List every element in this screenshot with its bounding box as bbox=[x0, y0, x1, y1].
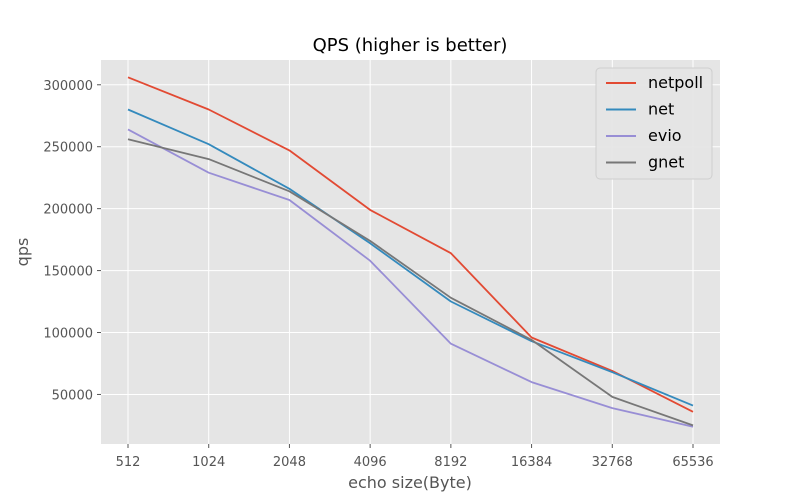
x-tick-label: 512 bbox=[116, 455, 141, 470]
x-tick-label: 16384 bbox=[511, 455, 552, 470]
y-axis-ticks: 50000 100000 150000 200000 250000 300000 bbox=[43, 79, 101, 403]
y-tick-label: 200000 bbox=[43, 203, 93, 218]
legend-items: netpoll net evio gnet bbox=[606, 73, 703, 172]
legend-label-gnet: gnet bbox=[648, 153, 684, 172]
y-tick-label: 250000 bbox=[43, 141, 93, 156]
legend: netpoll net evio gnet bbox=[595, 67, 713, 180]
y-tick-label: 50000 bbox=[52, 388, 93, 403]
x-axis-label: echo size(Byte) bbox=[348, 473, 472, 492]
legend-label-net: net bbox=[648, 100, 674, 119]
series-lines bbox=[127, 76, 694, 428]
series-line-net bbox=[127, 108, 694, 407]
series-line-netpoll bbox=[127, 76, 694, 413]
x-tick-label: 1024 bbox=[192, 455, 225, 470]
y-tick-label: 100000 bbox=[43, 327, 93, 342]
legend-label-evio: evio bbox=[648, 126, 682, 145]
x-tick-label: 65536 bbox=[672, 455, 713, 470]
series-line-evio bbox=[127, 128, 694, 428]
y-tick-label: 300000 bbox=[43, 79, 93, 94]
x-tick-label: 32768 bbox=[592, 455, 633, 470]
x-tick-label: 4096 bbox=[354, 455, 387, 470]
legend-box bbox=[595, 67, 713, 180]
series-line-gnet bbox=[127, 138, 694, 427]
y-axis-label: qps bbox=[13, 238, 32, 267]
chart-title: QPS (higher is better) bbox=[313, 35, 508, 56]
x-axis-ticks: 512 1024 2048 4096 8192 16384 32768 65536 bbox=[116, 444, 714, 470]
legend-label-netpoll: netpoll bbox=[648, 73, 703, 92]
x-tick-label: 8192 bbox=[434, 455, 467, 470]
y-tick-label: 150000 bbox=[43, 265, 93, 280]
x-tick-label: 2048 bbox=[273, 455, 306, 470]
